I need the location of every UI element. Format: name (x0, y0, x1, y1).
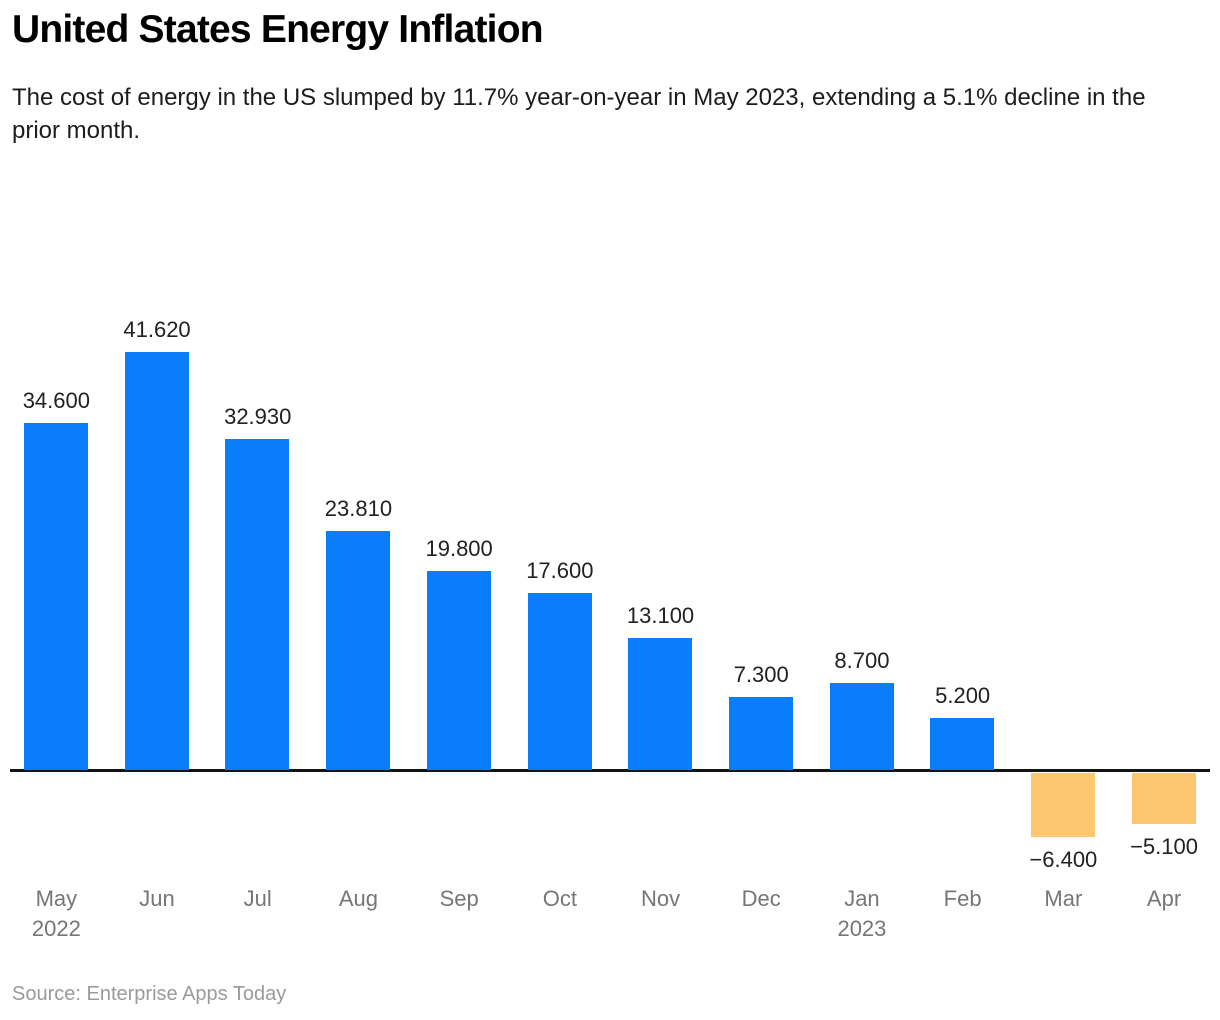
bar-may-2022 (24, 422, 88, 770)
bar-group-may-2022: 34.600 May 2022 (6, 0, 107, 1020)
bar-group-jan-2023: 8.700 Jan 2023 (812, 0, 913, 1020)
bar-value-label-jan-2023: 8.700 (834, 647, 890, 673)
bar-group-dec: 7.300 Dec (711, 0, 812, 1020)
x-axis-year-label-2022: 2022 (31, 916, 81, 941)
x-axis-label-may: May (35, 886, 78, 911)
bar-nov (628, 638, 693, 770)
bar-aug (326, 530, 391, 770)
x-axis-label-jun: Jun (139, 886, 175, 911)
bar-group-apr: −5.100 Apr (1114, 0, 1215, 1020)
x-axis-label-apr: Apr (1146, 886, 1182, 911)
bar-oct (527, 593, 592, 770)
x-axis-label-feb: Feb (943, 886, 982, 911)
x-axis-label-sep: Sep (439, 886, 479, 911)
bar-jun (124, 352, 189, 770)
bar-jan-2023 (829, 682, 894, 770)
bar-value-label-aug: 23.810 (324, 495, 393, 521)
bar-group-sep: 19.800 Sep (409, 0, 510, 1020)
bar-value-label-dec: 7.300 (733, 661, 789, 687)
x-axis-label-jan: Jan (844, 886, 880, 911)
bar-sep (426, 571, 491, 770)
bar-group-aug: 23.810 Aug (308, 0, 409, 1020)
bar-value-label-oct: 17.600 (526, 558, 594, 584)
bar-value-label-nov: 13.100 (626, 603, 695, 629)
bar-group-jun: 41.620 Jun (107, 0, 208, 1020)
bar-feb (930, 717, 995, 770)
bar-mar (1031, 773, 1095, 838)
bar-value-label-apr: −5.100 (1130, 834, 1198, 860)
source-note: Source: Enterprise Apps Today (12, 983, 287, 1005)
bar-apr (1131, 773, 1196, 825)
bar-group-oct: 17.600 Oct (510, 0, 611, 1020)
x-axis-year-label-2023: 2023 (837, 916, 887, 941)
bar-value-label-sep: 19.800 (425, 536, 493, 562)
x-axis-label-aug: Aug (338, 886, 379, 911)
bar-group-mar: −6.400 Mar (1013, 0, 1114, 1020)
x-axis-label-nov: Nov (640, 886, 681, 911)
chart-title: United States Energy Inflation (12, 8, 544, 51)
zero-baseline (10, 769, 1210, 772)
x-axis-label-mar: Mar (1044, 886, 1083, 911)
bar-value-label-jun: 41.620 (123, 317, 191, 343)
bar-value-label-jul: 32.930 (224, 404, 292, 430)
bar-value-label-may-2022: 34.600 (22, 387, 90, 413)
x-axis-label-oct: Oct (542, 886, 577, 911)
bar-jul (225, 439, 290, 770)
bar-value-label-mar: −6.400 (1029, 847, 1098, 873)
x-axis-label-jul: Jul (243, 886, 272, 911)
bar-group-jul: 32.930 Jul (207, 0, 308, 1020)
bar-value-label-feb: 5.200 (935, 682, 991, 708)
bar-dec (728, 696, 793, 770)
bar-group-feb: 5.200 Feb (912, 0, 1013, 1020)
bar-group-nov: 13.100 Nov (610, 0, 711, 1020)
x-axis-label-dec: Dec (741, 886, 781, 911)
chart-subtitle: The cost of energy in the US slumped by … (12, 84, 1146, 144)
